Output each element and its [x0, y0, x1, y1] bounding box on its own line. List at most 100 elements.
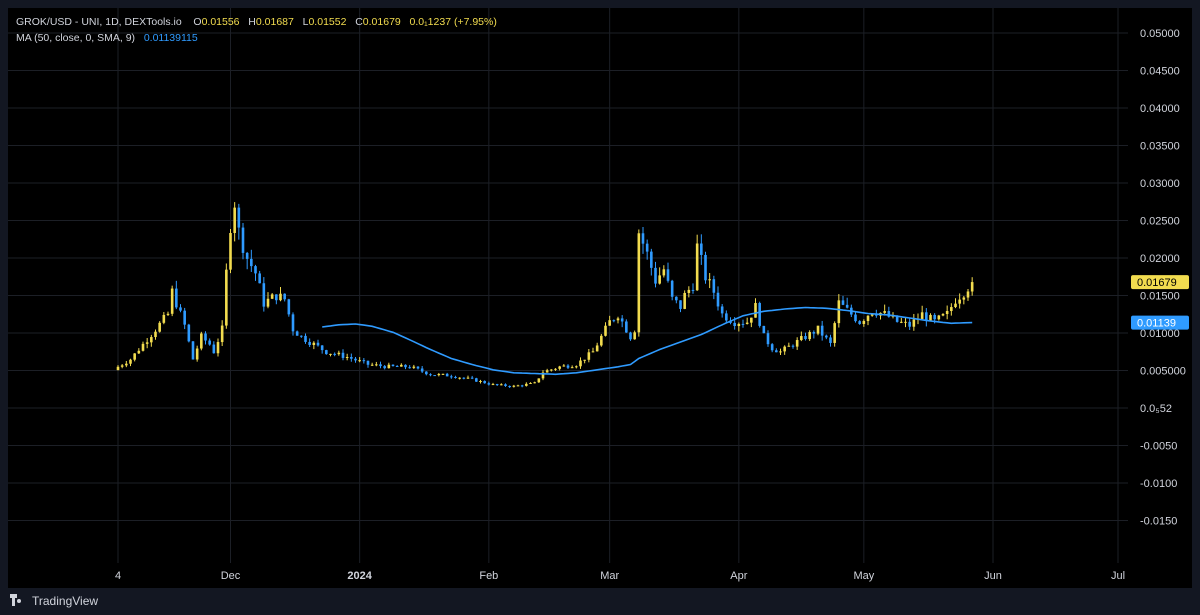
candle-body[interactable]	[933, 314, 936, 320]
candle-body[interactable]	[175, 288, 178, 308]
candle-body[interactable]	[837, 300, 841, 324]
candle-body[interactable]	[466, 377, 470, 379]
candle-body[interactable]	[575, 366, 578, 368]
candle-body[interactable]	[608, 320, 611, 326]
candle-body[interactable]	[937, 315, 941, 320]
candle-body[interactable]	[241, 227, 245, 253]
candle-body[interactable]	[591, 351, 595, 353]
candle-body[interactable]	[654, 267, 657, 284]
candle-body[interactable]	[795, 340, 799, 347]
candle-body[interactable]	[479, 381, 482, 383]
candle-body[interactable]	[120, 365, 124, 367]
candle-body[interactable]	[720, 306, 724, 314]
candle-body[interactable]	[141, 343, 145, 351]
candle-body[interactable]	[283, 293, 286, 300]
candle-body[interactable]	[462, 377, 466, 379]
candle-body[interactable]	[808, 332, 811, 340]
ma-line[interactable]	[322, 306, 973, 376]
candle-body[interactable]	[316, 342, 320, 346]
candle-body[interactable]	[287, 299, 291, 315]
candle-body[interactable]	[133, 353, 136, 360]
candle-body[interactable]	[229, 232, 232, 270]
candle-body[interactable]	[887, 311, 891, 317]
candle-body[interactable]	[970, 282, 974, 292]
candle-body[interactable]	[679, 300, 682, 309]
candle-body[interactable]	[800, 336, 803, 341]
candle-body[interactable]	[854, 314, 857, 322]
candle-body[interactable]	[170, 288, 174, 314]
candle-body[interactable]	[454, 376, 457, 378]
candle-body[interactable]	[425, 371, 428, 375]
candle-body[interactable]	[504, 384, 507, 387]
candle-body[interactable]	[370, 364, 374, 366]
candle-body[interactable]	[470, 377, 474, 379]
symbol-title[interactable]: GROK/USD - UNI, 1D, DEXTools.io	[16, 16, 182, 28]
candle-body[interactable]	[737, 323, 741, 327]
candle-body[interactable]	[745, 322, 749, 324]
candle-body[interactable]	[516, 385, 520, 387]
candle-body[interactable]	[716, 292, 720, 307]
candle-body[interactable]	[600, 335, 603, 346]
candle-body[interactable]	[883, 311, 886, 313]
candle-body[interactable]	[920, 312, 924, 319]
candle-body[interactable]	[383, 366, 386, 369]
candle-body[interactable]	[616, 318, 620, 321]
candle-body[interactable]	[583, 359, 586, 361]
candle-body[interactable]	[191, 341, 195, 360]
candle-body[interactable]	[395, 366, 399, 368]
candle-body[interactable]	[366, 360, 370, 365]
candle-body[interactable]	[562, 365, 566, 367]
candle-body[interactable]	[308, 341, 311, 346]
candle-body[interactable]	[783, 346, 786, 352]
candle-body[interactable]	[741, 323, 745, 325]
candle-body[interactable]	[487, 383, 491, 385]
candle-body[interactable]	[633, 332, 636, 340]
candle-body[interactable]	[650, 251, 653, 268]
candle-body[interactable]	[350, 357, 353, 359]
candle-body[interactable]	[529, 382, 532, 384]
time-axis[interactable]: 4 Dec 2024 Feb Mar Apr May Jun Jul	[8, 563, 1128, 588]
candle-body[interactable]	[375, 364, 378, 366]
candle-body[interactable]	[404, 364, 407, 368]
candle-body[interactable]	[670, 280, 674, 297]
candle-body[interactable]	[429, 374, 432, 376]
candle-body[interactable]	[666, 269, 670, 281]
candle-body[interactable]	[520, 385, 524, 387]
candle-body[interactable]	[358, 360, 361, 362]
candle-body[interactable]	[416, 366, 420, 369]
candle-body[interactable]	[262, 283, 266, 307]
candle-body[interactable]	[233, 207, 236, 233]
candle-body[interactable]	[437, 374, 441, 376]
candle-body[interactable]	[291, 314, 295, 332]
candle-body[interactable]	[554, 368, 557, 370]
candle-body[interactable]	[525, 383, 528, 386]
candle-body[interactable]	[533, 382, 536, 384]
price-axis[interactable]: 0.05000 0.04500 0.04000 0.03500 0.03000 0.025…	[1128, 8, 1192, 563]
candle-body[interactable]	[275, 294, 278, 301]
candle-body[interactable]	[708, 279, 711, 281]
candle-body[interactable]	[333, 353, 336, 355]
candle-body[interactable]	[245, 252, 249, 259]
candle-body[interactable]	[250, 258, 253, 267]
candle-body[interactable]	[145, 342, 149, 344]
candle-body[interactable]	[870, 313, 874, 316]
candle-body[interactable]	[304, 335, 307, 342]
candle-body[interactable]	[895, 315, 899, 322]
candle-body[interactable]	[450, 376, 453, 378]
candle-body[interactable]	[412, 366, 416, 368]
candle-body[interactable]	[295, 331, 299, 336]
candle-body[interactable]	[587, 352, 591, 360]
candle-body[interactable]	[754, 303, 757, 318]
candle-body[interactable]	[491, 384, 495, 386]
candle-body[interactable]	[762, 325, 766, 334]
candle-body[interactable]	[804, 336, 807, 340]
candle-body[interactable]	[858, 321, 861, 324]
plot-area[interactable]	[8, 8, 1128, 563]
candle-body[interactable]	[658, 275, 661, 284]
candle-body[interactable]	[200, 333, 203, 349]
candle-body[interactable]	[300, 335, 303, 337]
candle-body[interactable]	[483, 381, 486, 384]
price-chart-svg[interactable]	[8, 8, 1128, 563]
candle-body[interactable]	[966, 291, 970, 298]
candle-body[interactable]	[866, 315, 870, 321]
